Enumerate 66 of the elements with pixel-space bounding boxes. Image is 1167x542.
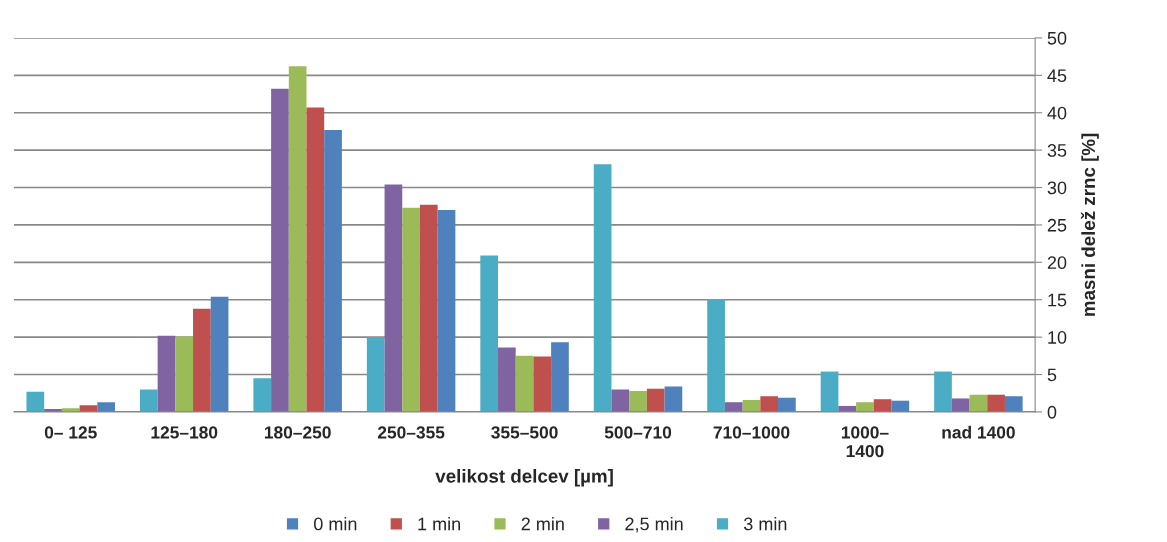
y-tick-label: 5 — [1047, 368, 1057, 382]
bar — [437, 209, 456, 412]
bar — [498, 347, 516, 412]
bar — [951, 398, 970, 412]
bar — [288, 66, 307, 412]
bar — [611, 389, 630, 412]
y-tick-label: 45 — [1047, 69, 1067, 83]
x-tick-label: 0– 125 — [44, 426, 97, 439]
x-axis-title: velikost delcev [µm] — [435, 469, 613, 487]
x-tick-label: 250–355 — [377, 426, 445, 439]
bar — [629, 390, 647, 412]
x-tick-label: 180–250 — [264, 426, 331, 439]
bar — [760, 396, 779, 412]
y-axis-title: masni delež zrnc [%] — [1080, 133, 1099, 316]
bar — [139, 389, 158, 412]
bar — [533, 356, 552, 412]
bar — [593, 164, 612, 412]
y-tick-label: 10 — [1048, 331, 1067, 344]
bar — [646, 388, 665, 412]
legend-label: 2,5 min — [625, 517, 683, 533]
y-tick-label: 0 — [1047, 405, 1057, 419]
bar — [873, 399, 892, 412]
bar — [402, 207, 420, 412]
bar — [480, 255, 499, 412]
bar — [1004, 396, 1023, 412]
y-tick-label: 50 — [1047, 31, 1067, 45]
x-tick-label: nad 1400 — [942, 425, 1015, 439]
bar — [175, 336, 194, 412]
bar — [856, 402, 874, 412]
bar — [384, 184, 403, 412]
bar — [419, 204, 438, 412]
y-tick-label: 25 — [1047, 218, 1067, 232]
y-tick-label: 20 — [1047, 256, 1067, 270]
legend-label: 1 min — [418, 517, 461, 531]
bar — [551, 342, 569, 412]
y-tick-label: 30 — [1047, 181, 1067, 195]
x-tick-label: 1000– 1400 — [841, 426, 889, 458]
bar — [26, 391, 45, 412]
bar — [934, 371, 952, 412]
bar — [157, 335, 176, 412]
bar — [210, 296, 229, 412]
bar — [724, 402, 743, 412]
bar — [778, 397, 796, 412]
bar — [306, 107, 325, 412]
bar — [253, 378, 272, 412]
bar — [707, 298, 725, 412]
x-tick-label: 125–180 — [151, 426, 218, 439]
y-tick-label: 40 — [1047, 106, 1067, 120]
bar — [664, 386, 683, 412]
legend-label: 0 min — [314, 517, 357, 531]
y-tick-label: 35 — [1047, 144, 1067, 157]
x-tick-label: 710–1000 — [713, 426, 790, 439]
y-tick-label: 15 — [1048, 293, 1067, 307]
legend-label: 2 min — [521, 517, 564, 531]
bar — [820, 371, 839, 412]
bar — [987, 394, 1005, 412]
bar — [193, 308, 211, 412]
bar — [515, 355, 534, 412]
bar — [271, 88, 289, 412]
x-tick-label: 355–500 — [491, 426, 558, 439]
legend-label: 3 min — [743, 517, 787, 531]
bar — [891, 400, 910, 412]
bar — [366, 337, 385, 412]
x-tick-label: 500–710 — [604, 426, 672, 439]
bar — [97, 402, 115, 412]
bar — [324, 129, 342, 412]
